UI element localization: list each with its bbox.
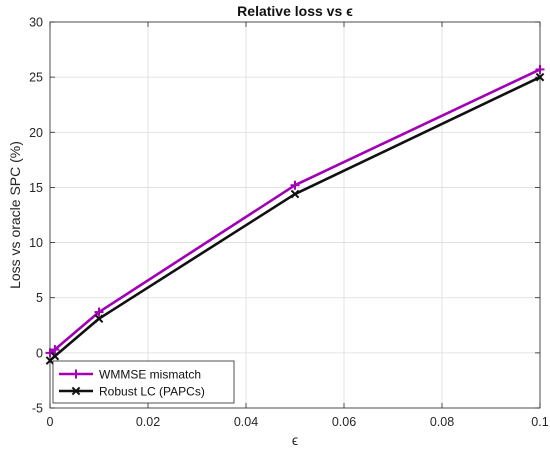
axis-ticks: 0 0.02 0.04 0.06 0.08 0.1 -5 0 5 10 15 20 25 30 bbox=[29, 16, 549, 430]
y-axis-label: Loss vs oracle SPC (%) bbox=[7, 141, 23, 289]
x-tick-label: 0.04 bbox=[234, 415, 258, 429]
data-point bbox=[50, 345, 60, 355]
data-point bbox=[290, 189, 300, 199]
y-tick-label: 25 bbox=[29, 71, 43, 85]
x-tick-label: 0.08 bbox=[430, 415, 454, 429]
legend-marker bbox=[71, 369, 81, 379]
plot-frame bbox=[49, 21, 541, 409]
data-point bbox=[94, 307, 104, 317]
legend-box bbox=[52, 360, 235, 404]
data-point bbox=[535, 72, 545, 82]
legend-item: WMMSE mismatch bbox=[59, 368, 201, 382]
legend-marker bbox=[71, 386, 81, 396]
plot-area bbox=[50, 22, 540, 408]
data-point bbox=[535, 64, 545, 74]
legend-item: Robust LC (PAPCs) bbox=[59, 385, 205, 399]
x-tick-label: 0.06 bbox=[332, 415, 356, 429]
data-point bbox=[50, 351, 60, 361]
series-1 bbox=[45, 64, 545, 358]
y-tick-label: 0 bbox=[36, 346, 43, 360]
x-axis-label: ϵ bbox=[292, 432, 298, 448]
series-layer bbox=[45, 64, 545, 365]
legend-label: Robust LC (PAPCs) bbox=[99, 385, 205, 399]
x-tick-label: 0 bbox=[47, 415, 54, 429]
x-tick-label: 0.1 bbox=[531, 415, 548, 429]
x-tick-label: 0.02 bbox=[136, 415, 160, 429]
data-point bbox=[290, 180, 300, 190]
y-tick-label: 15 bbox=[29, 181, 43, 195]
legend: WMMSE mismatch Robust LC (PAPCs) bbox=[52, 360, 235, 404]
y-tick-label: 20 bbox=[29, 126, 43, 140]
legend-label: WMMSE mismatch bbox=[99, 368, 201, 382]
series-2 bbox=[45, 72, 545, 365]
y-tick-label: 10 bbox=[29, 236, 43, 250]
data-point bbox=[94, 314, 104, 323]
chart-title: Relative loss vs ϵ bbox=[237, 3, 353, 19]
y-tick-label: 30 bbox=[29, 16, 43, 30]
y-tick-label: -5 bbox=[32, 402, 43, 416]
y-tick-label: 5 bbox=[36, 291, 43, 305]
